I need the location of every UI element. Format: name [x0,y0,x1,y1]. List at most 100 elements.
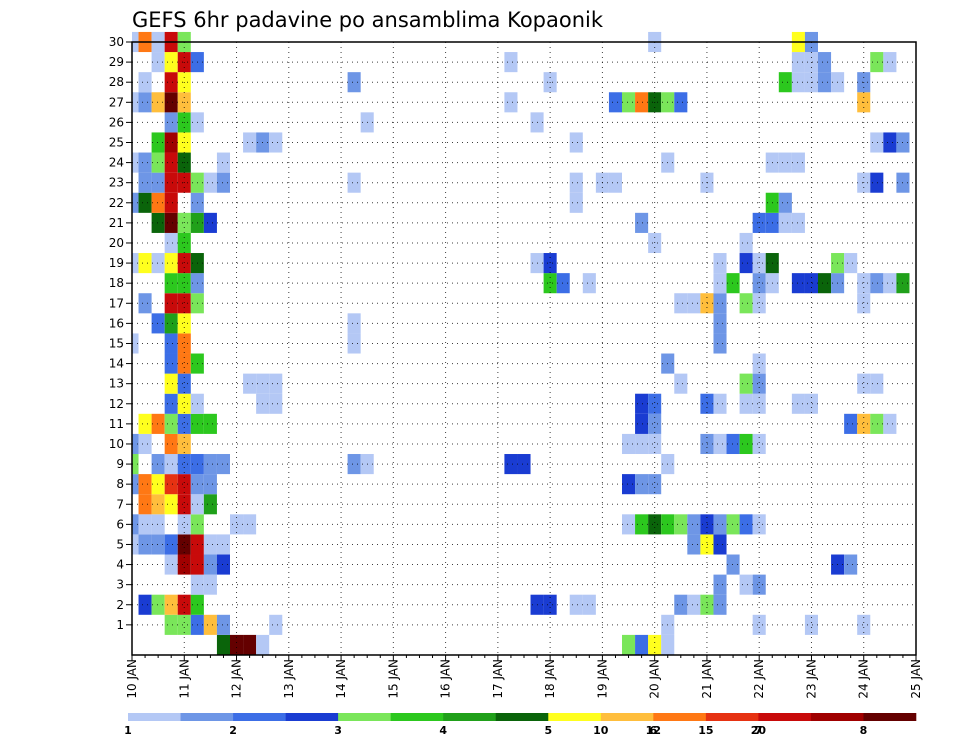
x-tick-label: 19 JAN [595,659,609,699]
heatmap-cell [778,212,792,233]
heatmap-cell [216,454,230,475]
heatmap-cell [674,293,688,314]
heatmap-cell [203,212,217,233]
heatmap-cell [504,52,518,73]
heatmap-cell [883,413,897,434]
heatmap-cell [739,373,753,394]
heatmap-cell [177,433,191,455]
heatmap-cell [569,132,583,153]
heatmap-cell [151,92,165,113]
heatmap-cell [138,253,152,274]
heatmap-cell [713,313,727,334]
y-tick-label: 8 [116,477,124,491]
heatmap-cell [203,172,217,193]
heatmap-cell [726,514,740,535]
heatmap-cell [844,413,858,434]
heatmap-cell [582,594,596,615]
heatmap-cell [752,574,766,595]
heatmap-cell [243,514,257,535]
heatmap-cell [132,433,139,455]
heatmap-cell [203,554,217,575]
heatmap-cell [164,152,178,173]
heatmap-cell [177,293,191,314]
heatmap-cell [739,293,753,314]
y-tick-label: 15 [109,336,124,350]
heatmap-cell [216,534,230,555]
heatmap-cell [791,273,805,294]
heatmap-cell [635,393,649,414]
y-tick-label: 26 [109,115,124,129]
y-tick-label: 25 [109,135,124,149]
heatmap-cell [177,534,191,555]
colorbar-label: 4 [439,724,447,737]
heatmap-cell [622,433,636,455]
heatmap-cell [164,132,178,153]
heatmap-cell [674,92,688,113]
heatmap-cell [164,293,178,314]
heatmap-cell [883,52,897,73]
y-tick-label: 9 [116,457,124,471]
x-tick-label: 22 JAN [752,659,766,699]
heatmap-cell [648,433,662,455]
colorbar-swatch [128,713,181,721]
heatmap-cell [726,554,740,575]
heatmap-cell [132,152,139,173]
heatmap-cell [164,72,178,93]
heatmap-cell [582,273,596,294]
y-tick-label: 1 [116,618,124,632]
heatmap-cell [151,212,165,233]
y-tick-label: 10 [109,437,124,451]
heatmap-cell [752,614,766,635]
heatmap-cell [151,514,165,535]
heatmap-cell [648,514,662,535]
heatmap-cell [857,273,871,294]
heatmap-cell [739,514,753,535]
y-tick-label: 27 [109,95,124,109]
heatmap-cell [138,72,152,93]
colorbar-swatch [758,713,812,721]
colorbar-swatch [810,713,864,721]
x-tick-label: 12 JAN [230,659,244,699]
heatmap-cell [870,373,884,394]
heatmap-cell [256,634,270,655]
heatmap-cell [269,132,283,153]
colorbar-swatch [285,713,339,721]
y-tick-label: 18 [109,276,124,290]
heatmap-cell [203,413,217,434]
heatmap-cell [752,393,766,414]
heatmap-cell [674,514,688,535]
x-tick-label: 13 JAN [282,659,296,699]
heatmap-cell [857,373,871,394]
heatmap-cell [203,474,217,495]
heatmap-cell [177,373,191,394]
heatmap-cell [569,594,583,615]
heatmap-cell [635,413,649,434]
colorbar-label: 1 [124,724,132,737]
heatmap-cell [857,293,871,314]
y-tick-label: 24 [109,156,124,170]
heatmap-cell [164,333,178,354]
heatmap-cell [164,253,178,274]
heatmap-cell [151,192,165,213]
y-tick-label: 7 [116,497,124,511]
grid-lines [132,41,916,655]
heatmap-cell [752,253,766,274]
heatmap-cell [138,92,152,113]
x-tick-label: 17 JAN [491,659,505,699]
heatmap-cell [687,514,701,535]
x-tick-label: 10 JAN [125,659,139,699]
colorbar-label: 8 [860,724,868,737]
heatmap-cell [132,474,139,495]
heatmap-cells [132,31,910,655]
heatmap-cell [151,253,165,274]
heatmap-cell [164,534,178,555]
heatmap-cell [347,333,361,354]
heatmap-cell [857,413,871,434]
y-tick-label: 4 [116,558,124,572]
heatmap-cell [151,594,165,615]
heatmap-cell [622,474,636,495]
heatmap-cell [713,594,727,615]
heatmap-cell [504,92,518,113]
heatmap-cell [164,232,178,254]
x-tick-label: 16 JAN [439,659,453,699]
